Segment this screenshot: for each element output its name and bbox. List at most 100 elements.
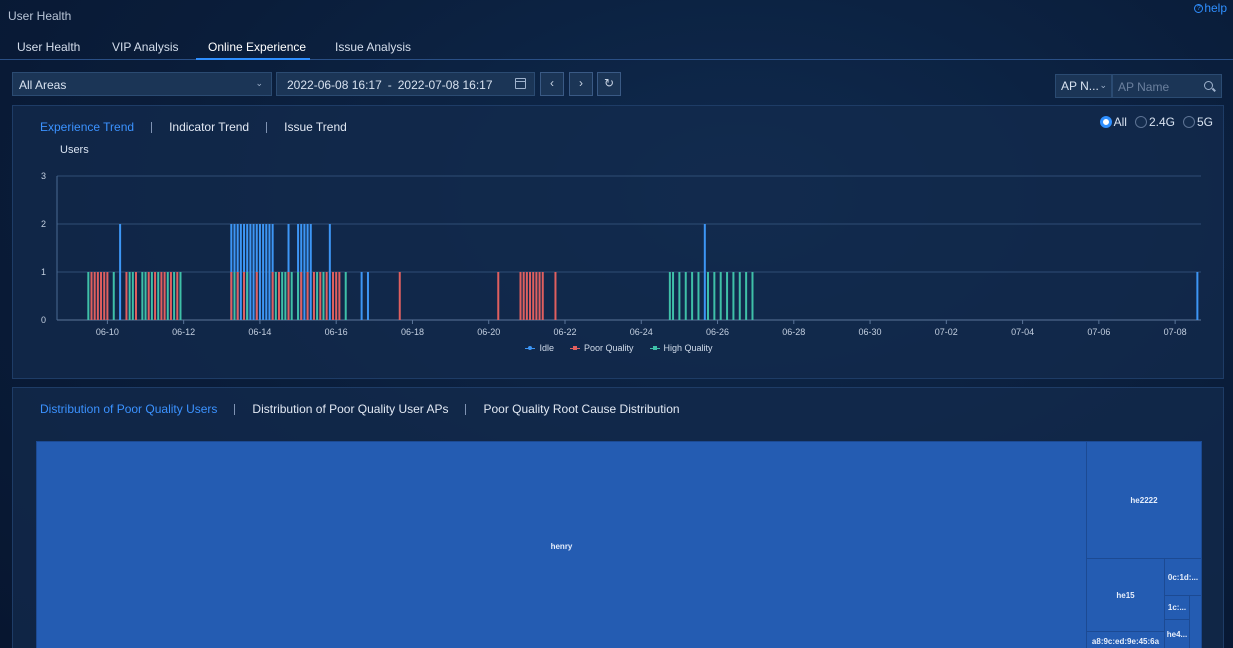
chart-bar: [529, 272, 532, 320]
tab-user-health[interactable]: User Health: [17, 40, 81, 54]
chart-bar: [160, 272, 163, 320]
chart-bar: [262, 224, 265, 320]
tab-indicator-trend[interactable]: Indicator Trend: [169, 120, 250, 134]
chart-bar: [519, 272, 522, 320]
chart-bar: [131, 272, 134, 320]
date-start: 2022-06-08 16:17: [287, 78, 382, 92]
chart-bar: [141, 272, 144, 320]
ap-search-type-select[interactable]: AP N... ⌄: [1055, 74, 1112, 98]
chart-bar: [268, 224, 271, 320]
ap-name-search-input[interactable]: AP Name: [1112, 74, 1222, 98]
chevron-down-icon: ⌄: [1099, 80, 1107, 90]
calendar-icon: [515, 78, 526, 89]
x-tick-label: 06-22: [553, 327, 576, 337]
tab-online-experience[interactable]: Online Experience: [208, 40, 307, 54]
chart-bar: [150, 272, 153, 320]
chevron-left-icon: ‹: [550, 76, 554, 90]
search-icon[interactable]: [1204, 81, 1213, 90]
chart-bar: [535, 272, 538, 320]
chart-bar: [112, 272, 115, 320]
chart-bar: [360, 272, 363, 320]
tab-poor-quality-user-aps[interactable]: Distribution of Poor Quality User APs: [252, 402, 449, 416]
refresh-icon: ↻: [603, 76, 615, 90]
tab-issue-analysis[interactable]: Issue Analysis: [335, 40, 412, 54]
next-period-button[interactable]: ›: [569, 72, 593, 96]
treemap-cell[interactable]: a8:9c:ed:9e:45:6a: [1086, 631, 1165, 648]
chart-bar: [265, 224, 268, 320]
treemap-cell[interactable]: [1189, 595, 1202, 648]
tab-divider: [234, 403, 236, 415]
tab-divider: [266, 121, 268, 133]
chart-bar: [252, 224, 255, 320]
chart-bar: [751, 272, 754, 320]
legend-item-poor-quality[interactable]: Poor Quality: [569, 343, 634, 353]
chart-bar: [169, 272, 172, 320]
band-radio-5g[interactable]: 5G: [1182, 115, 1213, 129]
chart-bar: [706, 272, 709, 320]
tab-vip-analysis[interactable]: VIP Analysis: [112, 40, 179, 54]
chart-bar: [173, 272, 176, 320]
y-tick-label: 1: [41, 267, 46, 277]
chart-bar: [287, 272, 290, 320]
previous-period-button[interactable]: ‹: [540, 72, 564, 96]
treemap-cell[interactable]: he15: [1086, 558, 1165, 632]
legend-label: High Quality: [663, 343, 713, 353]
chart-bar: [325, 272, 328, 320]
chevron-right-icon: ›: [579, 76, 583, 90]
poor-quality-distribution-panel: Distribution of Poor Quality Users Distr…: [12, 387, 1224, 648]
active-tab-indicator: [196, 58, 310, 60]
area-select-value: All Areas: [19, 78, 67, 92]
treemap-cell[interactable]: he2222: [1086, 441, 1202, 559]
chart-bar: [128, 272, 131, 320]
band-radio-all[interactable]: All: [1099, 115, 1127, 129]
x-tick-label: 06-28: [782, 327, 805, 337]
x-tick-label: 06-14: [248, 327, 271, 337]
chart-bar: [328, 224, 331, 320]
chart-bar: [125, 272, 128, 320]
chart-bar: [230, 272, 233, 320]
chart-bar: [678, 272, 681, 320]
chart-bar: [691, 272, 694, 320]
x-tick-label: 06-26: [706, 327, 729, 337]
chart-bar: [277, 272, 280, 320]
chart-bar: [525, 272, 528, 320]
chart-bar: [106, 272, 109, 320]
chart-bar: [258, 224, 261, 320]
chart-bar: [309, 224, 312, 320]
tab-issue-trend[interactable]: Issue Trend: [284, 120, 347, 134]
chart-bar: [284, 272, 287, 320]
legend-label: Idle: [539, 343, 554, 353]
page-title: User Health: [8, 9, 72, 23]
treemap-cell[interactable]: he4...: [1164, 619, 1190, 648]
chart-bar: [335, 272, 338, 320]
area-select[interactable]: All Areas ⌄: [12, 72, 272, 96]
chart-bar: [312, 272, 315, 320]
chart-bar: [1196, 272, 1199, 320]
chart-bar: [532, 272, 535, 320]
chart-bar: [93, 272, 96, 320]
radio-button-icon: [1182, 116, 1195, 128]
help-label: help: [1204, 1, 1227, 15]
tab-poor-quality-root-cause[interactable]: Poor Quality Root Cause Distribution: [483, 402, 680, 416]
chart-bar: [297, 272, 300, 320]
chart-bar: [134, 272, 137, 320]
tab-poor-quality-users[interactable]: Distribution of Poor Quality Users: [40, 402, 218, 416]
band-radio-label: 2.4G: [1148, 115, 1175, 129]
chart-bar: [522, 272, 525, 320]
treemap-cell[interactable]: henry: [36, 441, 1087, 648]
legend-item-idle[interactable]: Idle: [525, 343, 554, 353]
tab-experience-trend[interactable]: Experience Trend: [40, 120, 135, 134]
date-range-picker[interactable]: 2022-06-08 16:17-2022-07-08 16:17: [276, 72, 535, 96]
refresh-button[interactable]: ↻: [597, 72, 621, 96]
experience-trend-chart: 0 1 2 3 06-10 06-12 06-14 06-16 06-18 06-20 06-22 0…: [41, 171, 1201, 337]
chart-bar: [719, 272, 722, 320]
main-tabs: User Health VIP Analysis Online Experien…: [0, 34, 1233, 60]
legend-marker-icon: [569, 344, 580, 352]
band-radio-2-4g[interactable]: 2.4G: [1134, 115, 1175, 129]
treemap-cell[interactable]: 0c:1d:...: [1164, 558, 1202, 596]
help-link[interactable]: ? help: [1194, 1, 1227, 15]
treemap-cell[interactable]: 1c:...: [1164, 595, 1190, 620]
chart-bar: [274, 272, 277, 320]
legend-item-high-quality[interactable]: High Quality: [649, 343, 713, 353]
chart-bar: [239, 224, 242, 320]
